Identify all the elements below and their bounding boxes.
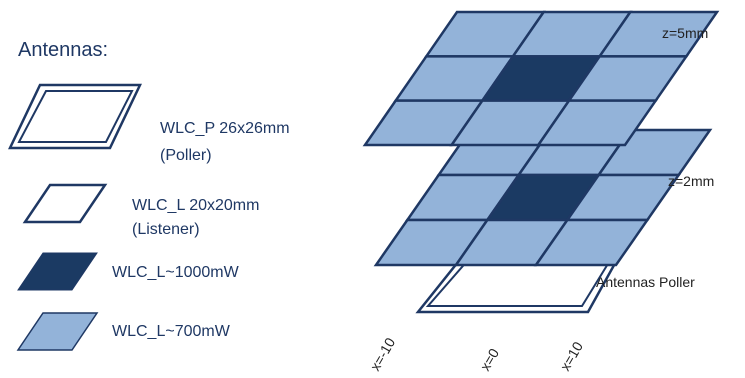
legend-1000mw-symbol bbox=[17, 252, 98, 291]
grid-z5-cell-r2-c2 bbox=[535, 99, 659, 147]
legend-listener-line1: WLC_L 20x20mm bbox=[132, 197, 259, 214]
legend-listener-symbol bbox=[22, 183, 108, 224]
legend-poller-line2: (Poller) bbox=[160, 147, 212, 164]
grid-z2 bbox=[373, 128, 713, 267]
legend: Antennas: WLC_P 26x26mm (Poller) WLC_L 2… bbox=[8, 39, 290, 351]
legend-poller-line1: WLC_P 26x26mm bbox=[160, 120, 290, 137]
layer-label-z5: z=5mm bbox=[662, 25, 708, 41]
legend-poller-symbol bbox=[8, 83, 142, 150]
x-label-0: x=0 bbox=[477, 345, 502, 373]
legend-listener-line2: (Listener) bbox=[132, 221, 200, 238]
legend-1000mw-label: WLC_L~1000mW bbox=[112, 264, 240, 281]
legend-700mw-symbol bbox=[16, 312, 99, 351]
poller-label: Antennas Poller bbox=[596, 274, 695, 290]
x-label-10: x=10 bbox=[557, 339, 586, 374]
x-label-neg10: x=-10 bbox=[367, 335, 399, 374]
layer-label-z2: z=2mm bbox=[668, 173, 714, 189]
grid-z2-cell-r2-c2 bbox=[533, 218, 650, 267]
legend-heading: Antennas: bbox=[18, 39, 108, 61]
grid-z5 bbox=[362, 10, 720, 147]
legend-700mw-label: WLC_L~700mW bbox=[112, 323, 231, 340]
